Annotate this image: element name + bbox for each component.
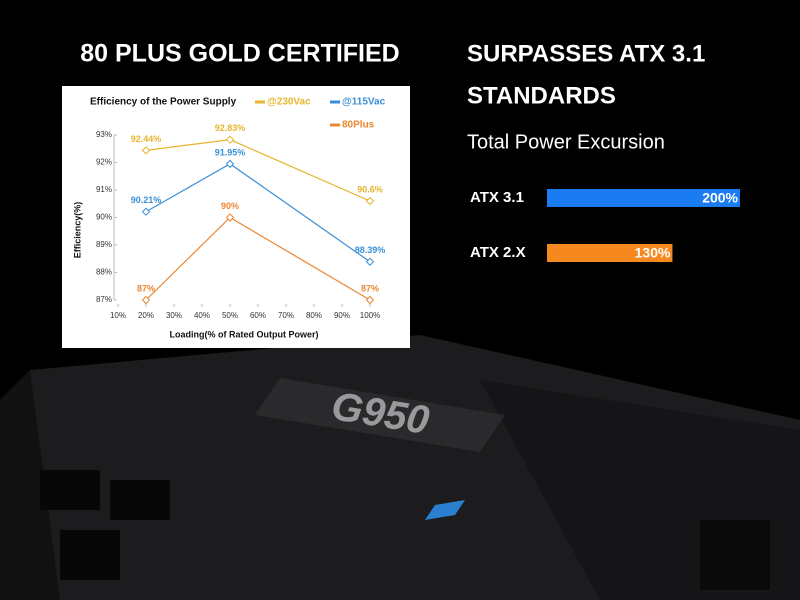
x-tick-label: 50%	[222, 311, 238, 320]
data-label: 200%	[702, 190, 738, 206]
point-marker	[141, 207, 151, 216]
x-tick-label: 10%	[110, 311, 126, 320]
y-tick-label: 93%	[96, 130, 112, 139]
chart-panel	[62, 86, 410, 348]
y-axis-label: Efficiency(%)	[72, 202, 82, 259]
y-tick-label: 89%	[96, 240, 112, 249]
connector	[700, 520, 770, 590]
point-marker	[225, 135, 235, 144]
y-tick-label: 87%	[96, 295, 112, 304]
point-marker	[141, 146, 151, 155]
data-label: 91.95%	[215, 147, 246, 157]
x-tick-label: 20%	[138, 311, 154, 320]
x-tick-label: 100%	[360, 311, 380, 320]
x-tick-label: 40%	[194, 311, 210, 320]
legend-label: 80Plus	[342, 120, 375, 131]
accent	[425, 500, 465, 520]
x-tick-label: 30%	[166, 311, 182, 320]
logo-plate	[255, 378, 505, 452]
bar	[547, 189, 740, 207]
legend-label: @230Vac	[267, 97, 311, 108]
y-tick-label: 91%	[96, 185, 112, 194]
bar	[547, 244, 673, 262]
data-label: 90%	[221, 201, 239, 211]
category-label: ATX 3.1	[470, 189, 524, 206]
category-label: ATX 2.X	[470, 244, 526, 261]
heading: SURPASSES ATX 3.1	[467, 40, 705, 67]
heading: 80 PLUS GOLD CERTIFIED	[80, 40, 399, 68]
point-marker	[365, 295, 375, 305]
point-marker	[365, 257, 375, 266]
y-tick-label: 90%	[96, 213, 112, 222]
chart-title: Efficiency of the Power Supply	[90, 97, 237, 108]
x-tick-label: 80%	[306, 311, 322, 320]
heading: STANDARDS	[467, 82, 616, 109]
data-label: 90.6%	[357, 184, 383, 194]
point-marker	[141, 295, 151, 305]
product-photo: G950	[0, 335, 800, 600]
legend-label: @115Vac	[342, 97, 386, 108]
psu-side	[0, 370, 60, 600]
vent	[60, 530, 120, 580]
data-label: 87%	[361, 283, 379, 293]
data-label: 88.39%	[355, 245, 386, 255]
data-label: 130%	[635, 245, 671, 261]
data-label: 92.44%	[131, 134, 162, 144]
x-tick-label: 60%	[250, 311, 266, 320]
point-marker	[365, 196, 375, 206]
x-axis-label: Loading(% of Rated Output Power)	[170, 329, 319, 339]
data-label: 92.83%	[215, 123, 246, 133]
data-label: 90.21%	[131, 195, 162, 205]
x-tick-label: 90%	[334, 311, 350, 320]
point-marker	[225, 159, 235, 169]
vent	[110, 480, 170, 520]
vent	[40, 470, 100, 510]
point-marker	[225, 213, 235, 222]
chart-title: Total Power Excursion	[467, 131, 665, 153]
x-tick-label: 70%	[278, 311, 294, 320]
data-label: 87%	[137, 283, 155, 293]
y-tick-label: 92%	[96, 158, 112, 167]
y-tick-label: 88%	[96, 268, 112, 277]
